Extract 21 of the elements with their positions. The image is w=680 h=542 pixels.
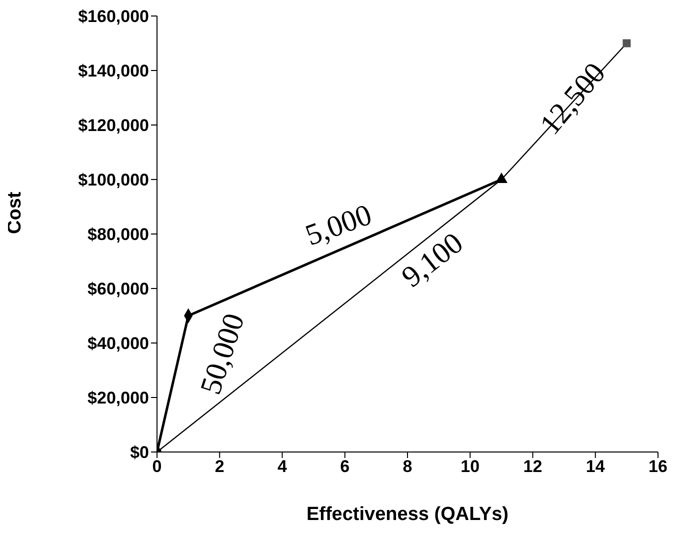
y-tick-label: $60,000 (88, 280, 149, 299)
y-tick-label: $0 (130, 443, 149, 462)
y-tick-label: $80,000 (88, 225, 149, 244)
x-tick-label: 2 (214, 457, 224, 476)
x-tick-label: 16 (648, 457, 668, 476)
annotation: 5,000 (301, 198, 376, 252)
x-tick-label: 0 (152, 457, 162, 476)
y-tick-label: $20,000 (88, 388, 149, 408)
x-axis-title: Effectiveness (QALYs) (306, 504, 509, 525)
x-tick-label: 4 (278, 457, 288, 476)
y-tick-label: $40,000 (88, 334, 149, 354)
y-tick-label: $140,000 (78, 62, 149, 81)
x-tick-label: 6 (340, 457, 350, 476)
annotation: 50,000 (194, 310, 252, 398)
y-tick-label: $120,000 (78, 116, 149, 136)
x-tick-label: 8 (402, 457, 412, 476)
x-tick-label: 14 (586, 457, 606, 476)
y-tick-label: $160,000 (78, 7, 149, 26)
x-tick-label: 12 (523, 457, 542, 476)
x-tick-label: 10 (460, 457, 480, 476)
y-tick-label: $100,000 (78, 170, 149, 190)
